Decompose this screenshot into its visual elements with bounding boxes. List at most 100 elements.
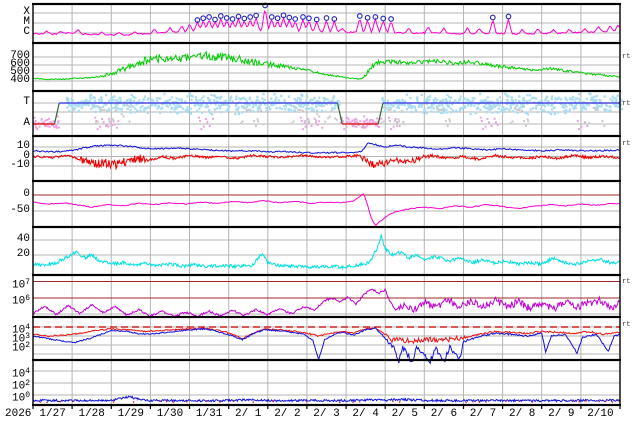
state-ramp-line	[53, 102, 60, 125]
x-axis-day-label: 2/ 4	[352, 408, 379, 420]
y-tick-label: C	[23, 26, 30, 38]
y-tick-label: -10	[10, 159, 30, 171]
y-tick-label: -50	[10, 204, 30, 216]
y-tick-label: 104	[11, 323, 30, 337]
left-axis-line	[32, 3, 34, 406]
x-axis-labels: 1/27 1/28 1/29 1/30 1/31 2/ 1 2/ 2 2/ 3 2/ 4 2/ 5…	[0, 408, 634, 424]
x-axis-day-label: 2/ 2	[274, 408, 301, 420]
flare-marker	[274, 15, 281, 22]
y-tick-label: X	[23, 6, 30, 18]
state-ramp-line	[377, 102, 384, 125]
y-tick-label: 107	[11, 277, 30, 292]
x-axis-day-label: 1/31	[195, 408, 223, 420]
y-tick-label: 20	[16, 248, 30, 260]
hep-blue-line	[32, 395, 621, 403]
x-axis-tick	[462, 405, 465, 409]
y-tick-label: T	[23, 96, 30, 108]
right-axis-line	[619, 3, 621, 406]
flare-marker	[223, 15, 230, 21]
y-tick-label: 100	[11, 391, 30, 405]
x-axis-tick	[541, 405, 543, 409]
x-axis-tick	[32, 405, 34, 409]
panel-border	[32, 225, 621, 229]
flare-marker	[206, 14, 212, 20]
panel-border	[32, 134, 621, 138]
flare-marker	[388, 16, 394, 22]
proton-blue-line	[32, 327, 621, 365]
x-axis-tick	[110, 405, 112, 409]
y-tick-label: 0	[23, 149, 30, 162]
flare-marker	[212, 16, 218, 23]
panel-border	[32, 41, 621, 45]
rt-source-label: rt	[622, 53, 631, 61]
x-axis-day-label: 1/28	[78, 408, 105, 420]
x-axis-tick	[228, 405, 230, 409]
flare-marker	[306, 15, 312, 22]
y-tick-label: 10	[16, 140, 30, 152]
y-tick-label: 106	[11, 294, 30, 308]
flare-marker	[268, 14, 275, 20]
rt-source-label: rt	[622, 278, 631, 286]
flare-marker	[253, 12, 259, 19]
flare-marker	[372, 14, 379, 20]
y-tick-label: 600	[10, 58, 30, 70]
alpha-scatter	[32, 115, 589, 131]
x-axis-tick	[580, 405, 582, 409]
y-tick-label: 102	[11, 379, 30, 393]
x-axis-day-label: 1/27	[39, 408, 66, 420]
x-axis-tick	[423, 405, 425, 409]
temperature-scatter	[65, 92, 624, 116]
speed-line	[32, 50, 621, 81]
flare-marker	[247, 14, 254, 20]
x-axis-tick	[502, 405, 504, 409]
electron-line	[32, 287, 620, 318]
y-tick-label: 103	[11, 332, 30, 346]
panel-border	[32, 358, 621, 362]
flare-marker	[380, 15, 387, 22]
y-tick-label: 102	[11, 341, 30, 355]
flare-marker	[235, 13, 242, 20]
flare-marker	[313, 16, 320, 23]
x-axis-day-label: 2/ 6	[430, 408, 458, 420]
flare-marker	[489, 14, 496, 21]
y-tick-label: A	[23, 117, 30, 129]
flare-marker	[241, 15, 248, 22]
dst-line	[32, 193, 621, 227]
x-axis-tick	[345, 405, 347, 409]
flare-marker	[300, 14, 306, 20]
proton-red-line	[32, 326, 621, 345]
x-axis-day-label: 2/ 7	[469, 408, 497, 420]
panel-border	[32, 89, 621, 93]
x-axis-day-label: 2/ 9	[548, 408, 575, 420]
flare-marker	[356, 13, 363, 19]
y-tick-label: 400	[10, 74, 30, 86]
x-axis-day-label: 2/ 3	[313, 408, 340, 420]
flare-marker	[331, 16, 338, 22]
flare-marker	[292, 16, 299, 22]
panel-border	[32, 2, 621, 6]
rt-source-label: rt	[622, 321, 631, 329]
x-axis-day-label: 2/ 1	[234, 408, 262, 420]
rt-source-label: rt	[622, 140, 631, 148]
bz-line	[32, 152, 621, 171]
flare-marker	[280, 12, 287, 19]
flare-marker	[505, 13, 512, 20]
x-axis-tick	[384, 405, 386, 409]
flare-marker	[200, 15, 207, 22]
x-axis-tick	[71, 405, 73, 409]
flare-marker	[286, 14, 293, 21]
panel-border	[32, 315, 621, 319]
x-axis-tick	[188, 405, 191, 409]
y-tick-label: 104	[11, 367, 30, 381]
x-axis-day-label: 1/30	[156, 408, 184, 420]
rt-source-label: rt	[622, 100, 631, 108]
bt-line	[32, 142, 621, 155]
panel-border	[32, 403, 621, 407]
y-tick-label: 700	[10, 50, 30, 62]
flare-marker	[229, 16, 236, 22]
state-ramp-line	[336, 102, 343, 125]
x-axis-day-label: 2/10	[587, 408, 614, 420]
x-axis-tick	[619, 405, 621, 409]
